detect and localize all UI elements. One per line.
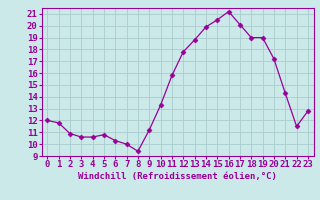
X-axis label: Windchill (Refroidissement éolien,°C): Windchill (Refroidissement éolien,°C)	[78, 172, 277, 181]
